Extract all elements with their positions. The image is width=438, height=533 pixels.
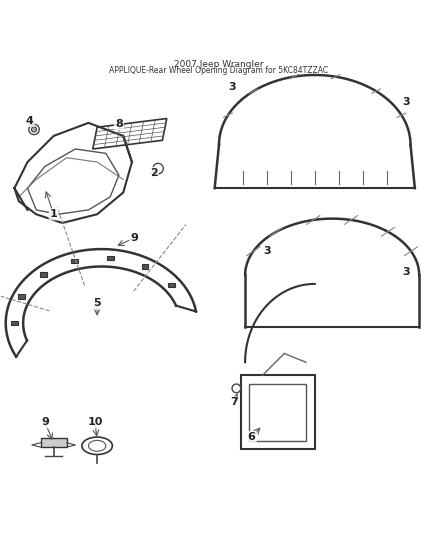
Text: 8: 8 bbox=[115, 119, 123, 129]
Text: 3: 3 bbox=[403, 266, 410, 277]
Text: 2: 2 bbox=[150, 168, 158, 178]
Text: 6: 6 bbox=[248, 432, 256, 442]
Bar bbox=[18, 294, 25, 298]
Bar bbox=[11, 321, 18, 325]
Text: 3: 3 bbox=[228, 82, 236, 92]
Text: APPLIQUE-Rear Wheel Opening Diagram for 5KC84TZZAC: APPLIQUE-Rear Wheel Opening Diagram for … bbox=[110, 66, 328, 75]
Bar bbox=[71, 259, 78, 263]
Bar bbox=[107, 256, 114, 260]
Bar bbox=[40, 272, 47, 277]
Text: 3: 3 bbox=[263, 246, 271, 256]
Text: 9: 9 bbox=[41, 417, 49, 427]
Text: 5: 5 bbox=[93, 298, 101, 309]
Text: 2007 Jeep Wrangler: 2007 Jeep Wrangler bbox=[174, 60, 264, 69]
Text: 1: 1 bbox=[50, 209, 57, 219]
Text: 4: 4 bbox=[26, 116, 34, 126]
Text: 10: 10 bbox=[87, 417, 102, 427]
Text: 7: 7 bbox=[230, 397, 238, 407]
Bar bbox=[141, 264, 148, 269]
Polygon shape bbox=[41, 439, 67, 447]
Bar bbox=[169, 282, 175, 287]
Text: 9: 9 bbox=[130, 233, 138, 243]
Circle shape bbox=[32, 127, 37, 132]
Text: 3: 3 bbox=[403, 97, 410, 107]
